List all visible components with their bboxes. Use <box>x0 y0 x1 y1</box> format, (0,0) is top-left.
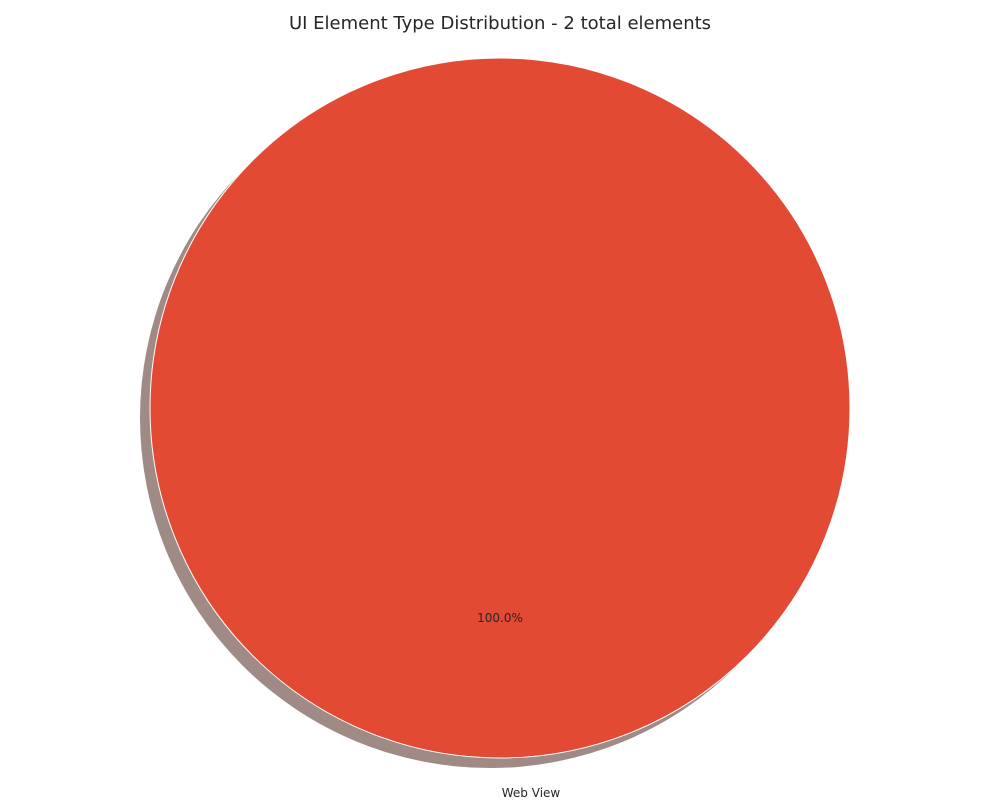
pie-slice-label: Web View <box>502 786 561 800</box>
pie-labels: 100.0% Web View <box>477 611 560 800</box>
pie-percent-label: 100.0% <box>477 611 523 625</box>
chart-title: UI Element Type Distribution - 2 total e… <box>289 13 711 34</box>
pie-slices <box>149 57 851 759</box>
pie-slice <box>149 57 851 759</box>
